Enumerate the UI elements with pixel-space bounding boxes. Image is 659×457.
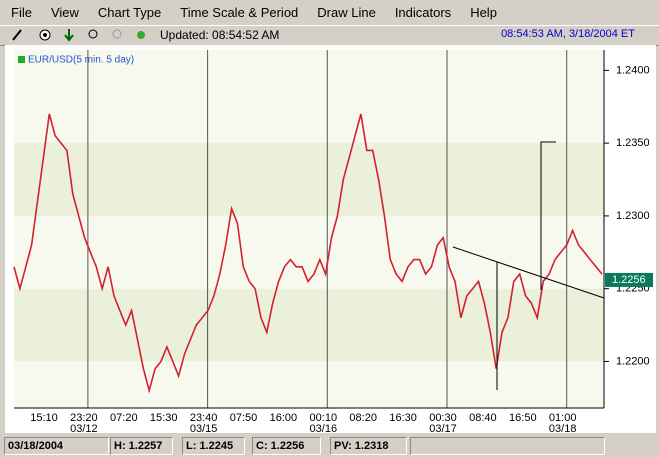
x-date-label: 03/15 bbox=[190, 423, 218, 433]
menu-item[interactable]: Draw Line bbox=[317, 5, 376, 20]
menu-item[interactable]: File bbox=[11, 5, 32, 20]
status-close: C: 1.2256 bbox=[252, 437, 321, 455]
x-tick-label: 07:20 bbox=[110, 412, 138, 424]
tool-down[interactable] bbox=[64, 29, 74, 42]
x-tick-label: 16:30 bbox=[389, 412, 417, 424]
band bbox=[14, 143, 604, 216]
x-tick-label: 08:20 bbox=[349, 412, 377, 424]
toolbar: Updated: 08:54:52 AM 08:54:53 AM, 3/18/2… bbox=[0, 25, 659, 46]
status-low: L: 1.2245 bbox=[182, 437, 245, 455]
status-pv: PV: 1.2318 bbox=[330, 437, 407, 455]
tool-live[interactable] bbox=[137, 31, 145, 39]
trend-line bbox=[452, 246, 605, 299]
band bbox=[14, 288, 604, 362]
tool-zoom-out[interactable] bbox=[112, 29, 122, 39]
tool-icons bbox=[12, 29, 145, 42]
x-tick-label: 07:50 bbox=[230, 412, 258, 424]
x-tick-label: 01:00 bbox=[549, 412, 577, 424]
x-tick-label: 23:40 bbox=[190, 412, 218, 424]
menu-item[interactable]: Help bbox=[470, 5, 497, 20]
x-tick-label: 16:00 bbox=[270, 412, 298, 424]
tool-point-dot bbox=[43, 33, 47, 37]
price-line bbox=[13, 113, 603, 394]
y-tick-label: 1.2300 bbox=[616, 210, 650, 222]
y-tick-label: 1.2200 bbox=[616, 355, 650, 367]
last-price-label: 1.2256 bbox=[612, 274, 646, 286]
x-tick-label: 00:10 bbox=[310, 412, 338, 424]
marker-line bbox=[540, 141, 556, 290]
status-high: H: 1.2257 bbox=[110, 437, 173, 455]
updated-text: Updated: 08:54:52 AM bbox=[160, 28, 280, 42]
menu-item[interactable]: Chart Type bbox=[97, 5, 162, 20]
legend-label: EUR/USD(5 min. 5 day) bbox=[28, 55, 134, 66]
menu-item[interactable]: View bbox=[50, 5, 79, 20]
x-tick-label: 23:20 bbox=[70, 412, 98, 424]
x-tick-label: 15:10 bbox=[30, 412, 58, 424]
x-date-label: 03/18 bbox=[549, 423, 577, 433]
y-tick-label: 1.2350 bbox=[616, 137, 650, 149]
x-tick-label: 16:50 bbox=[509, 412, 537, 424]
menu-item[interactable]: Time Scale & Period bbox=[180, 5, 299, 20]
tool-zoom-in[interactable] bbox=[88, 29, 98, 39]
x-tick-label: 08:40 bbox=[469, 412, 497, 424]
x-date-label: 03/16 bbox=[310, 423, 338, 433]
y-tick-label: 1.2400 bbox=[616, 64, 650, 76]
x-date-label: 03/12 bbox=[70, 423, 98, 433]
tool-line[interactable] bbox=[12, 29, 22, 41]
menu-item[interactable]: Indicators bbox=[394, 5, 452, 20]
legend-swatch bbox=[18, 56, 25, 63]
x-tick-label: 15:30 bbox=[150, 412, 178, 424]
scrollbar[interactable] bbox=[410, 437, 605, 455]
x-tick-label: 00:30 bbox=[429, 412, 457, 424]
menu-bar: File View Chart Type Time Scale & Period… bbox=[0, 0, 659, 25]
x-date-label: 03/17 bbox=[429, 423, 457, 433]
status-time: 03/18/2004 08:55:00 bbox=[4, 437, 109, 457]
clock-text: 08:54:53 AM, 3/18/2004 ET bbox=[501, 28, 635, 40]
status-bar: 03/18/2004 08:55:00 H: 1.2257 L: 1.2245 … bbox=[0, 434, 659, 457]
last-price-box bbox=[605, 272, 653, 287]
